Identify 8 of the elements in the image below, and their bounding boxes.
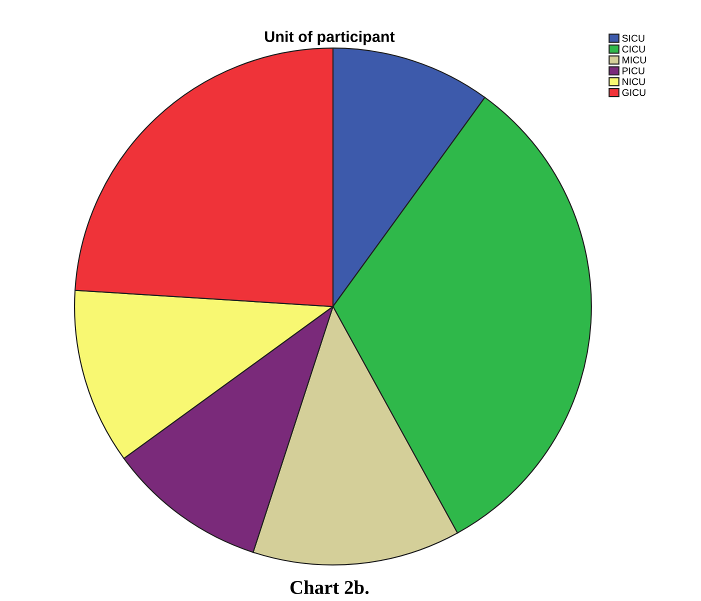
chart-title: Unit of participant bbox=[265, 30, 395, 46]
legend-label: PICU bbox=[622, 67, 644, 74]
legend-label: MICU bbox=[622, 56, 646, 64]
legend-label: NICU bbox=[622, 78, 645, 86]
caption: Chart 2b. bbox=[290, 580, 369, 594]
legend-label: SICU bbox=[622, 34, 644, 42]
legend-label: GICU bbox=[622, 89, 646, 96]
legend-label: CICU bbox=[622, 46, 645, 53]
